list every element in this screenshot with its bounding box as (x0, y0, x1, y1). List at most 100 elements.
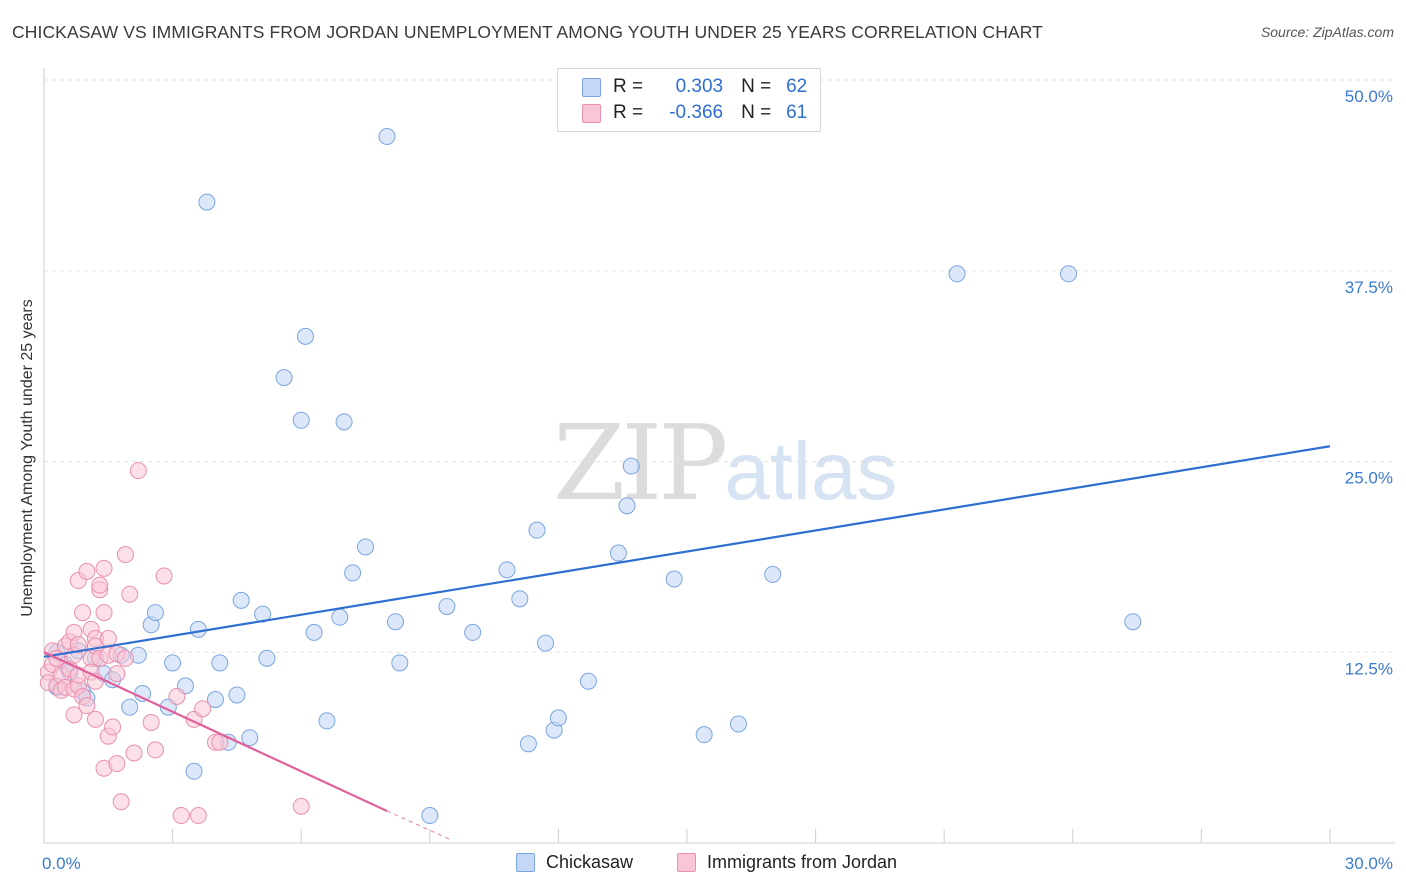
jordan-point (189, 807, 207, 825)
source-label: Source: ZipAtlas.com (1260, 24, 1394, 40)
chickasaw-point (1060, 265, 1078, 283)
chickasaw-point (948, 265, 966, 283)
jordan-point (78, 697, 96, 715)
chickasaw-point (318, 712, 336, 730)
chickasaw-trend-line (43, 445, 1331, 658)
chickasaw-point (665, 570, 683, 588)
r-label: R = (613, 102, 644, 123)
chickasaw-point (1124, 613, 1142, 631)
legend-label-chickasaw: Chickasaw (546, 852, 634, 872)
r-value: 0.303 (675, 76, 724, 97)
jordan-point (292, 797, 310, 815)
y-tick-label: 25.0% (1345, 469, 1393, 488)
chickasaw-point (232, 591, 250, 609)
jordan-point (108, 665, 126, 683)
tick-labels: 12.5% 25.0% 37.5% 50.0% 0.0% 30.0% (42, 87, 1393, 873)
chickasaw-point (275, 369, 293, 387)
jordan-point (194, 700, 212, 718)
chickasaw-point (146, 604, 164, 622)
n-label: N = (741, 76, 772, 97)
jordan-point (108, 755, 126, 773)
chickasaw-point (764, 565, 782, 583)
jordan-swatch (582, 103, 601, 123)
x-tick-label-max: 30.0% (1345, 854, 1393, 873)
jordan-point (168, 688, 186, 706)
chickasaw-point (438, 597, 456, 615)
chickasaw-point (357, 538, 374, 556)
chickasaw-point (498, 561, 516, 579)
chart-title: CHICKASAW VS IMMIGRANTS FROM JORDAN UNEM… (12, 22, 1043, 42)
chickasaw-point (528, 521, 546, 539)
chickasaw-point (695, 726, 713, 744)
jordan-point (142, 713, 160, 731)
jordan-point (91, 576, 109, 594)
jordan-point (116, 546, 134, 564)
legend-label-jordan: Immigrants from Jordan (707, 852, 898, 872)
series-chickasaw-points (48, 127, 1142, 825)
legend-row-chickasaw: R = 0.303 N = 62 (582, 74, 807, 100)
chickasaw-point (241, 729, 259, 747)
watermark: ZIPatlas (553, 402, 898, 524)
y-tick-label: 37.5% (1345, 278, 1393, 297)
series-jordan-points (39, 462, 310, 825)
jordan-point (172, 807, 190, 825)
chickasaw-point (537, 634, 555, 652)
jordan-point (74, 604, 92, 622)
jordan-point (125, 744, 143, 762)
n-value: 61 (786, 102, 808, 123)
chickasaw-point (549, 709, 567, 727)
legend-row-jordan: R = -0.366 N = 61 (582, 100, 807, 126)
jordan-point (155, 567, 173, 585)
axes (43, 68, 1395, 844)
jordan-point (99, 630, 117, 648)
chickasaw-point (618, 497, 636, 515)
jordan-point (104, 718, 122, 736)
chickasaw-point (335, 413, 353, 431)
chickasaw-point (511, 590, 529, 608)
jordan-trend-extension (386, 810, 452, 841)
x-tick-label-min: 0.0% (42, 854, 81, 873)
chickasaw-point (729, 715, 747, 733)
jordan-point (146, 741, 164, 759)
chickasaw-point (609, 544, 627, 562)
jordan-point (95, 604, 113, 622)
jordan-point (121, 585, 139, 603)
r-value: -0.366 (669, 102, 724, 123)
chickasaw-point (198, 193, 216, 211)
chickasaw-point (378, 127, 396, 145)
chickasaw-point (344, 564, 362, 582)
chickasaw-point (228, 686, 246, 704)
jordan-point (95, 559, 113, 577)
chickasaw-point (519, 735, 537, 753)
correlation-legend: R = 0.303 N = 62 R = -0.366 N = 61 (557, 68, 821, 132)
chickasaw-point (211, 654, 229, 672)
chickasaw-point (206, 691, 224, 709)
r-label: R = (613, 76, 644, 97)
jordan-point (78, 562, 96, 580)
chickasaw-point (292, 411, 310, 429)
jordan-point (129, 462, 147, 480)
chickasaw-point (189, 620, 207, 638)
chickasaw-point (391, 654, 409, 672)
gridlines (44, 79, 1395, 653)
watermark-atlas: atlas (724, 426, 898, 517)
chickasaw-point (387, 613, 405, 631)
chickasaw-point (258, 649, 276, 667)
chickasaw-point (164, 654, 182, 672)
legend-item-chickasaw: Chickasaw (516, 852, 633, 873)
chickasaw-swatch (582, 77, 601, 97)
chickasaw-point (121, 698, 139, 716)
y-tick-label: 12.5% (1345, 659, 1393, 678)
n-label: N = (741, 102, 772, 123)
chickasaw-swatch (516, 853, 535, 872)
jordan-point (86, 710, 104, 728)
trend-lines (43, 445, 1331, 841)
chickasaw-point (305, 623, 323, 641)
chickasaw-point (579, 672, 597, 690)
chickasaw-point (421, 807, 439, 825)
n-value: 62 (786, 76, 808, 97)
legend-item-jordan: Immigrants from Jordan (677, 852, 897, 873)
chickasaw-point (296, 327, 314, 345)
jordan-swatch (677, 853, 696, 872)
